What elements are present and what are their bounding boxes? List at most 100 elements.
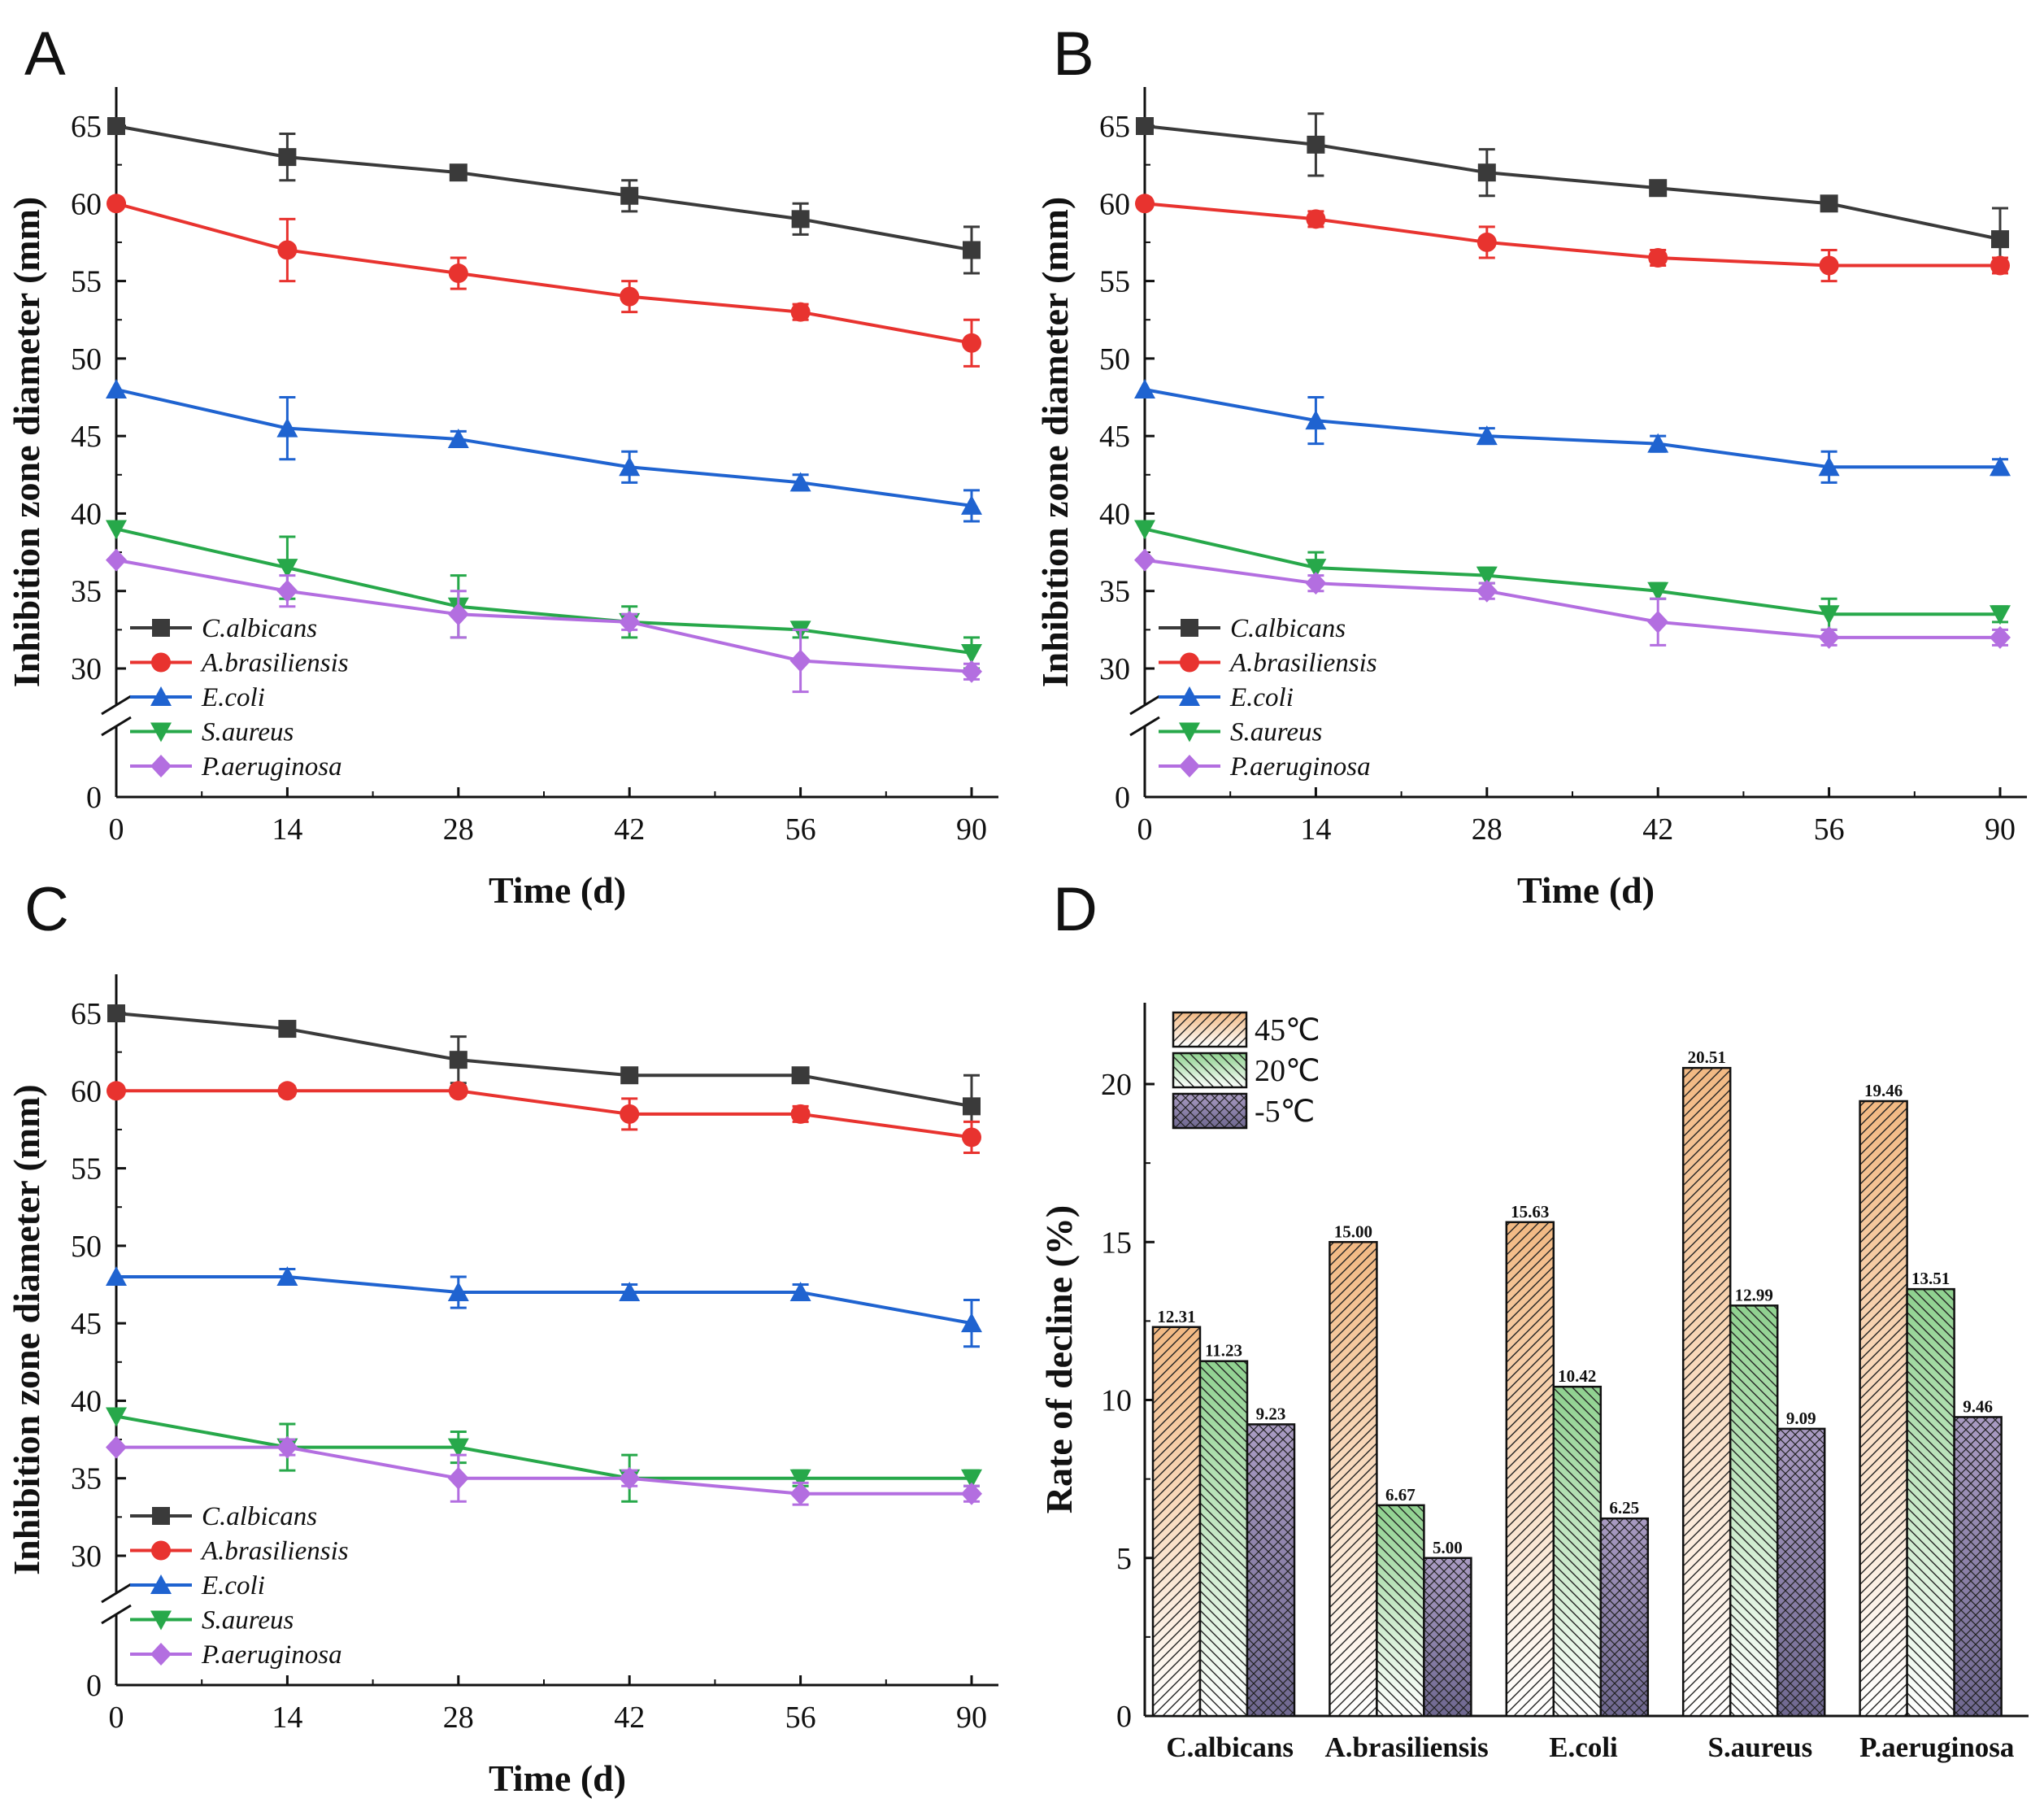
x-tick-label: E.coli (1549, 1731, 1618, 1763)
x-tick-label: 14 (1300, 812, 1331, 847)
axis-break-mark (1129, 716, 1160, 737)
data-label: 9.46 (1963, 1396, 1993, 1416)
data-label: 10.42 (1558, 1366, 1596, 1386)
data-label: 9.09 (1786, 1409, 1816, 1428)
data-point (447, 428, 469, 448)
line-chart-a: 0 30 35 40 45 50 55 60 65 0 14 28 42 56 90 Time (d) Inhi… (6, 87, 998, 911)
series-line (1144, 527, 2000, 616)
x-tick-label: 28 (443, 1701, 474, 1735)
x-tick-label: 0 (1137, 812, 1153, 847)
x-tick-label: C.albicans (1166, 1731, 1294, 1763)
data-point (106, 1435, 127, 1459)
legend-label: S.aureus (202, 718, 294, 747)
x-tick-label: 0 (109, 1701, 124, 1735)
data-point (1818, 625, 1840, 649)
bar-hatch (1505, 1221, 1555, 1718)
series-C.albicans (107, 117, 981, 275)
x-axis-label: Time (d) (1517, 869, 1655, 911)
axis-break-mark (101, 1604, 132, 1625)
legend-label: E.coli (201, 683, 265, 712)
y-tick-label: 40 (1099, 497, 1130, 531)
series-C.albicans (1136, 112, 2009, 272)
data-point (276, 579, 298, 603)
x-axis-label: Time (d) (489, 869, 626, 911)
bar-hatch (1906, 1287, 1955, 1718)
series-line (115, 558, 972, 673)
y-axis-label: Rate of decline (%) (1038, 1205, 1080, 1513)
legend-label: C.albicans (202, 1502, 317, 1531)
data-point (961, 1313, 982, 1333)
data-label: 12.31 (1157, 1307, 1195, 1326)
bar-hatch (1376, 1504, 1425, 1718)
data-point (1477, 163, 1496, 182)
data-point (1134, 520, 1155, 540)
data-label: 15.63 (1511, 1202, 1549, 1222)
data-point (619, 1282, 641, 1302)
y-tick-label: 45 (71, 1307, 102, 1341)
data-point (789, 1282, 811, 1302)
legend-marker (150, 686, 172, 706)
bar-hatch (1859, 1100, 1908, 1718)
y-tick-label: 40 (71, 1384, 102, 1418)
data-point (961, 1482, 982, 1505)
series-S.aureus (106, 520, 982, 670)
y-tick-label: 55 (71, 265, 102, 299)
y-tick-label: 55 (71, 1152, 102, 1187)
data-point (1306, 209, 1326, 229)
series-line (115, 1012, 972, 1108)
bar-hatch (1552, 1385, 1603, 1718)
x-tick-label: 0 (109, 812, 124, 847)
legend-marker (150, 722, 172, 743)
data-point (276, 1265, 298, 1286)
bar-hatch (1329, 1241, 1378, 1718)
legend-label: A.brasiliensis (200, 649, 349, 678)
x-tick-label: 90 (956, 1701, 987, 1735)
y-tick-label: 60 (71, 187, 102, 221)
data-point (1134, 378, 1155, 398)
series-line (116, 1445, 972, 1496)
data-point (961, 494, 982, 515)
bar-hatch (1151, 1326, 1202, 1718)
y-tick-label: 60 (1099, 187, 1130, 221)
series-A.brasiliensis (1135, 194, 2010, 283)
data-point (620, 1104, 640, 1124)
x-tick-label: 42 (614, 1701, 645, 1735)
legend-label: P.aeruginosa (201, 752, 342, 782)
data-point (1136, 117, 1154, 135)
data-point (789, 1469, 811, 1489)
data-point (447, 1282, 469, 1302)
legend-swatch-hatch (1172, 1011, 1248, 1048)
legend-label: P.aeruginosa (201, 1640, 342, 1670)
data-point (1476, 425, 1498, 446)
data-point (106, 378, 127, 398)
x-tick-label: 56 (785, 812, 816, 847)
data-point (620, 286, 640, 307)
series-A.brasiliensis (107, 1081, 981, 1155)
legend-label: C.albicans (1230, 614, 1346, 643)
x-tick-label: P.aeruginosa (1859, 1731, 2014, 1763)
bar-hatch (1246, 1423, 1296, 1718)
data-point (1476, 579, 1498, 603)
data-point (1990, 456, 2011, 477)
bar-hatch (1729, 1304, 1779, 1718)
x-tick-label: 14 (272, 1701, 302, 1735)
data-point (448, 263, 468, 284)
legend-marker (152, 1507, 170, 1525)
data-label: 19.46 (1864, 1081, 1903, 1100)
data-point (276, 1435, 298, 1459)
series-line (1144, 202, 2000, 268)
data-point (1990, 255, 2010, 276)
data-label: 11.23 (1205, 1341, 1242, 1361)
series-line (1144, 558, 2000, 639)
data-point (447, 1466, 469, 1490)
data-point (1476, 232, 1497, 252)
x-tick-label: A.brasiliensis (1324, 1731, 1488, 1763)
data-point (107, 1081, 126, 1101)
axis-break-mark (101, 695, 132, 716)
data-point (1134, 548, 1155, 572)
data-point (1307, 135, 1325, 154)
legend-label: C.albicans (202, 614, 317, 643)
data-point (1818, 605, 1840, 625)
y-tick-label: 35 (71, 575, 102, 609)
legend-marker (151, 652, 171, 673)
